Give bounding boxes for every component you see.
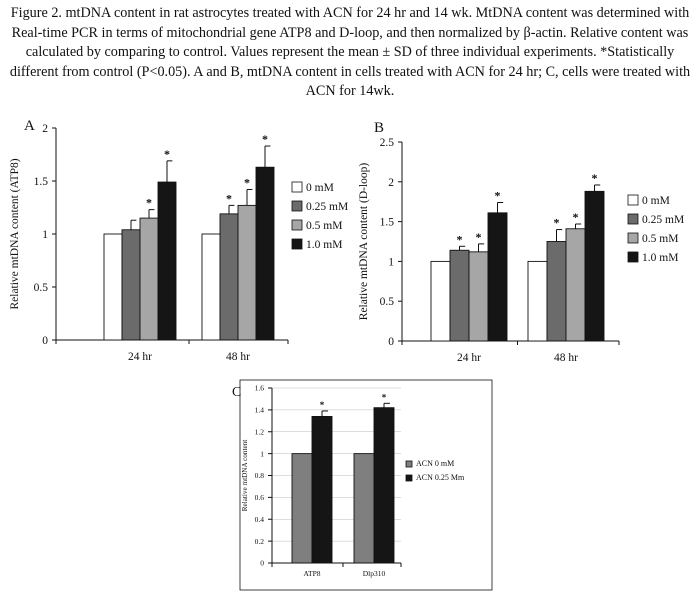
bar-0-25-mm-24-hr (449, 249, 470, 342)
legend-swatch (627, 213, 639, 225)
legend-swatch (627, 194, 639, 206)
bar-0-mm-24-hr (430, 260, 451, 342)
y-tick-label: 0.8 (255, 471, 265, 480)
bar-1-0-mm-24-hr (487, 212, 508, 342)
y-tick-label: 0 (260, 559, 264, 568)
bar-0-mm-48-hr (527, 260, 548, 342)
significance-star: * (320, 400, 325, 410)
legend-swatch (627, 232, 639, 244)
significance-star: * (495, 188, 501, 202)
panel-label: C (232, 385, 241, 400)
y-tick-label: 1.2 (255, 427, 265, 436)
y-tick-label: 0.2 (255, 537, 265, 546)
figure-caption: Figure 2. mtDNA content in rat astrocyte… (9, 5, 691, 99)
x-category-label: ATP8 (303, 569, 320, 578)
bar-acn-0-mm-dlp310 (353, 453, 375, 564)
y-axis-label: Relative mtDNA content (ATP8) (9, 158, 21, 309)
panel-label: A (24, 118, 35, 134)
y-tick-label: 1.6 (255, 384, 265, 393)
y-axis-label: Relative mtDNA content (241, 440, 249, 511)
chart-frame (239, 379, 493, 591)
y-tick-label: 0 (42, 335, 48, 347)
significance-star: * (554, 216, 560, 230)
significance-star: * (164, 147, 170, 161)
y-tick-label: 0.5 (34, 282, 49, 294)
y-tick-label: 1 (260, 449, 264, 458)
bar-0-5-mm-48-hr (565, 228, 586, 342)
y-tick-label: 2 (42, 123, 48, 135)
significance-star: * (146, 196, 152, 210)
legend-label: 0.25 mM (306, 201, 348, 213)
y-tick-label: 1.5 (34, 176, 49, 188)
legend-swatch (291, 238, 303, 250)
y-axis-label: Relative mtDNA content (D-loop) (358, 163, 370, 321)
legend-swatch (405, 474, 413, 482)
bar-0-5-mm-24-hr (468, 251, 489, 342)
y-tick-label: 1.5 (380, 217, 395, 229)
bar-1-0-mm-48-hr (255, 166, 275, 341)
significance-star: * (382, 392, 387, 402)
bar-acn-0-25-mm-dlp310 (373, 407, 395, 564)
significance-star: * (592, 171, 598, 185)
panel-label: B (374, 120, 384, 136)
x-category-label: 24 hr (457, 352, 481, 364)
significance-star: * (262, 132, 268, 146)
bar-acn-0-25-mm-atp8 (311, 415, 333, 564)
chart-panel-a: A 0 0.5 1 1.5 2 Relative mtDNA content (ATP8) 2… (9, 118, 348, 363)
bar-1-0-mm-48-hr (584, 190, 605, 342)
legend-swatch (405, 460, 413, 468)
x-category-label: Dlp310 (363, 569, 386, 578)
x-category-label: 48 hr (554, 352, 578, 364)
x-category-label: 48 hr (226, 351, 250, 363)
y-tick-label: 1 (42, 229, 48, 241)
legend-swatch (291, 219, 303, 231)
significance-star: * (457, 232, 463, 246)
significance-star: * (573, 210, 579, 224)
legend-swatch (291, 200, 303, 212)
y-tick-label: 1.4 (255, 406, 265, 415)
bar-0-5-mm-24-hr (139, 217, 159, 341)
bar-acn-0-mm-atp8 (291, 453, 313, 564)
y-tick-label: 0.5 (380, 296, 395, 308)
bar-0-5-mm-48-hr (237, 204, 257, 341)
bar-0-25-mm-48-hr (219, 213, 239, 341)
bar-1-0-mm-24-hr (157, 181, 177, 341)
legend-swatch (291, 181, 303, 193)
significance-star: * (244, 175, 250, 189)
legend-label: 0 mM (642, 195, 670, 207)
y-tick-label: 0.6 (255, 493, 265, 502)
x-category-label: 24 hr (128, 351, 152, 363)
chart-panel-b: B 0 0.5 1 1.5 2 2.5 Relative mtDNA content (D-l… (358, 120, 684, 364)
chart-panel-c: C 0 0.2 0.4 0.6 0.8 1 1.2 1.4 1.6 Relative mtDNA c… (232, 379, 493, 591)
bar-0-25-mm-48-hr (546, 241, 567, 342)
significance-star: * (226, 191, 232, 205)
legend-swatch (627, 251, 639, 263)
legend-label: 0 mM (306, 182, 334, 194)
y-tick-label: 0.4 (255, 515, 265, 524)
legend-label: 1.0 mM (642, 252, 678, 264)
y-tick-label: 2 (388, 177, 394, 189)
legend-label: ACN 0.25 Mm (416, 473, 465, 482)
legend-label: ACN 0 mM (416, 459, 454, 468)
y-tick-label: 0 (388, 336, 394, 348)
legend-label: 1.0 mM (306, 239, 342, 251)
bar-0-25-mm-24-hr (121, 229, 141, 341)
bar-0-mm-24-hr (103, 233, 123, 341)
bar-0-mm-48-hr (201, 233, 221, 341)
y-tick-label: 1 (388, 256, 394, 268)
significance-star: * (476, 230, 482, 244)
legend-label: 0.5 mM (306, 220, 342, 232)
legend-label: 0.5 mM (642, 233, 678, 245)
legend-label: 0.25 mM (642, 214, 684, 226)
y-tick-label: 2.5 (380, 137, 395, 149)
